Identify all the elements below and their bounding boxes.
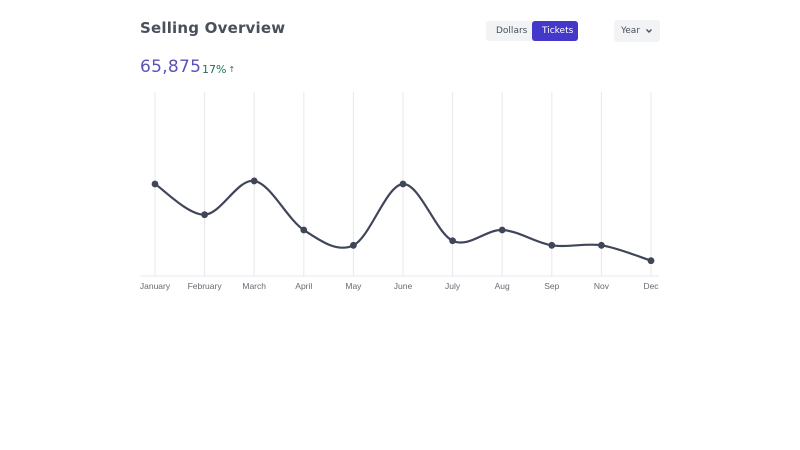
data-point-aug[interactable] [498, 226, 506, 234]
data-point-june[interactable] [399, 180, 407, 188]
period-dropdown[interactable]: Year [614, 20, 660, 42]
x-tick-label: Dec [643, 281, 659, 291]
x-tick-label: February [188, 281, 223, 291]
up-arrow-icon: ↑ [228, 65, 236, 74]
x-tick-label: January [140, 281, 171, 291]
metric-toggle: Dollars Tickets [486, 21, 578, 41]
x-tick-label: April [295, 281, 312, 291]
change-value: 17% [202, 63, 227, 76]
data-point-july[interactable] [449, 237, 456, 245]
change-indicator: 17% ↑ [202, 63, 235, 76]
x-tick-label: July [445, 281, 461, 291]
data-point-january[interactable] [151, 180, 159, 188]
x-tick-label: Sep [544, 281, 559, 291]
x-tick-label: May [345, 281, 362, 291]
data-point-april[interactable] [300, 226, 308, 234]
data-point-nov[interactable] [598, 241, 605, 249]
x-tick-label: Aug [495, 281, 510, 291]
data-point-sep[interactable] [548, 241, 556, 249]
x-tick-label: June [394, 281, 413, 291]
x-tick-label: March [242, 281, 266, 291]
period-label: Year [620, 26, 641, 36]
x-tick-label: Nov [594, 281, 610, 291]
chevron-down-icon [646, 29, 653, 33]
data-point-may[interactable] [350, 241, 357, 249]
data-point-dec[interactable] [647, 257, 655, 265]
data-point-february[interactable] [201, 211, 209, 219]
data-point-march[interactable] [250, 177, 258, 185]
tickets-button[interactable]: Tickets [532, 21, 578, 41]
dollars-button[interactable]: Dollars [496, 26, 528, 36]
chart-title: Selling Overview [140, 19, 286, 37]
total-value: 65,875 [140, 57, 202, 77]
